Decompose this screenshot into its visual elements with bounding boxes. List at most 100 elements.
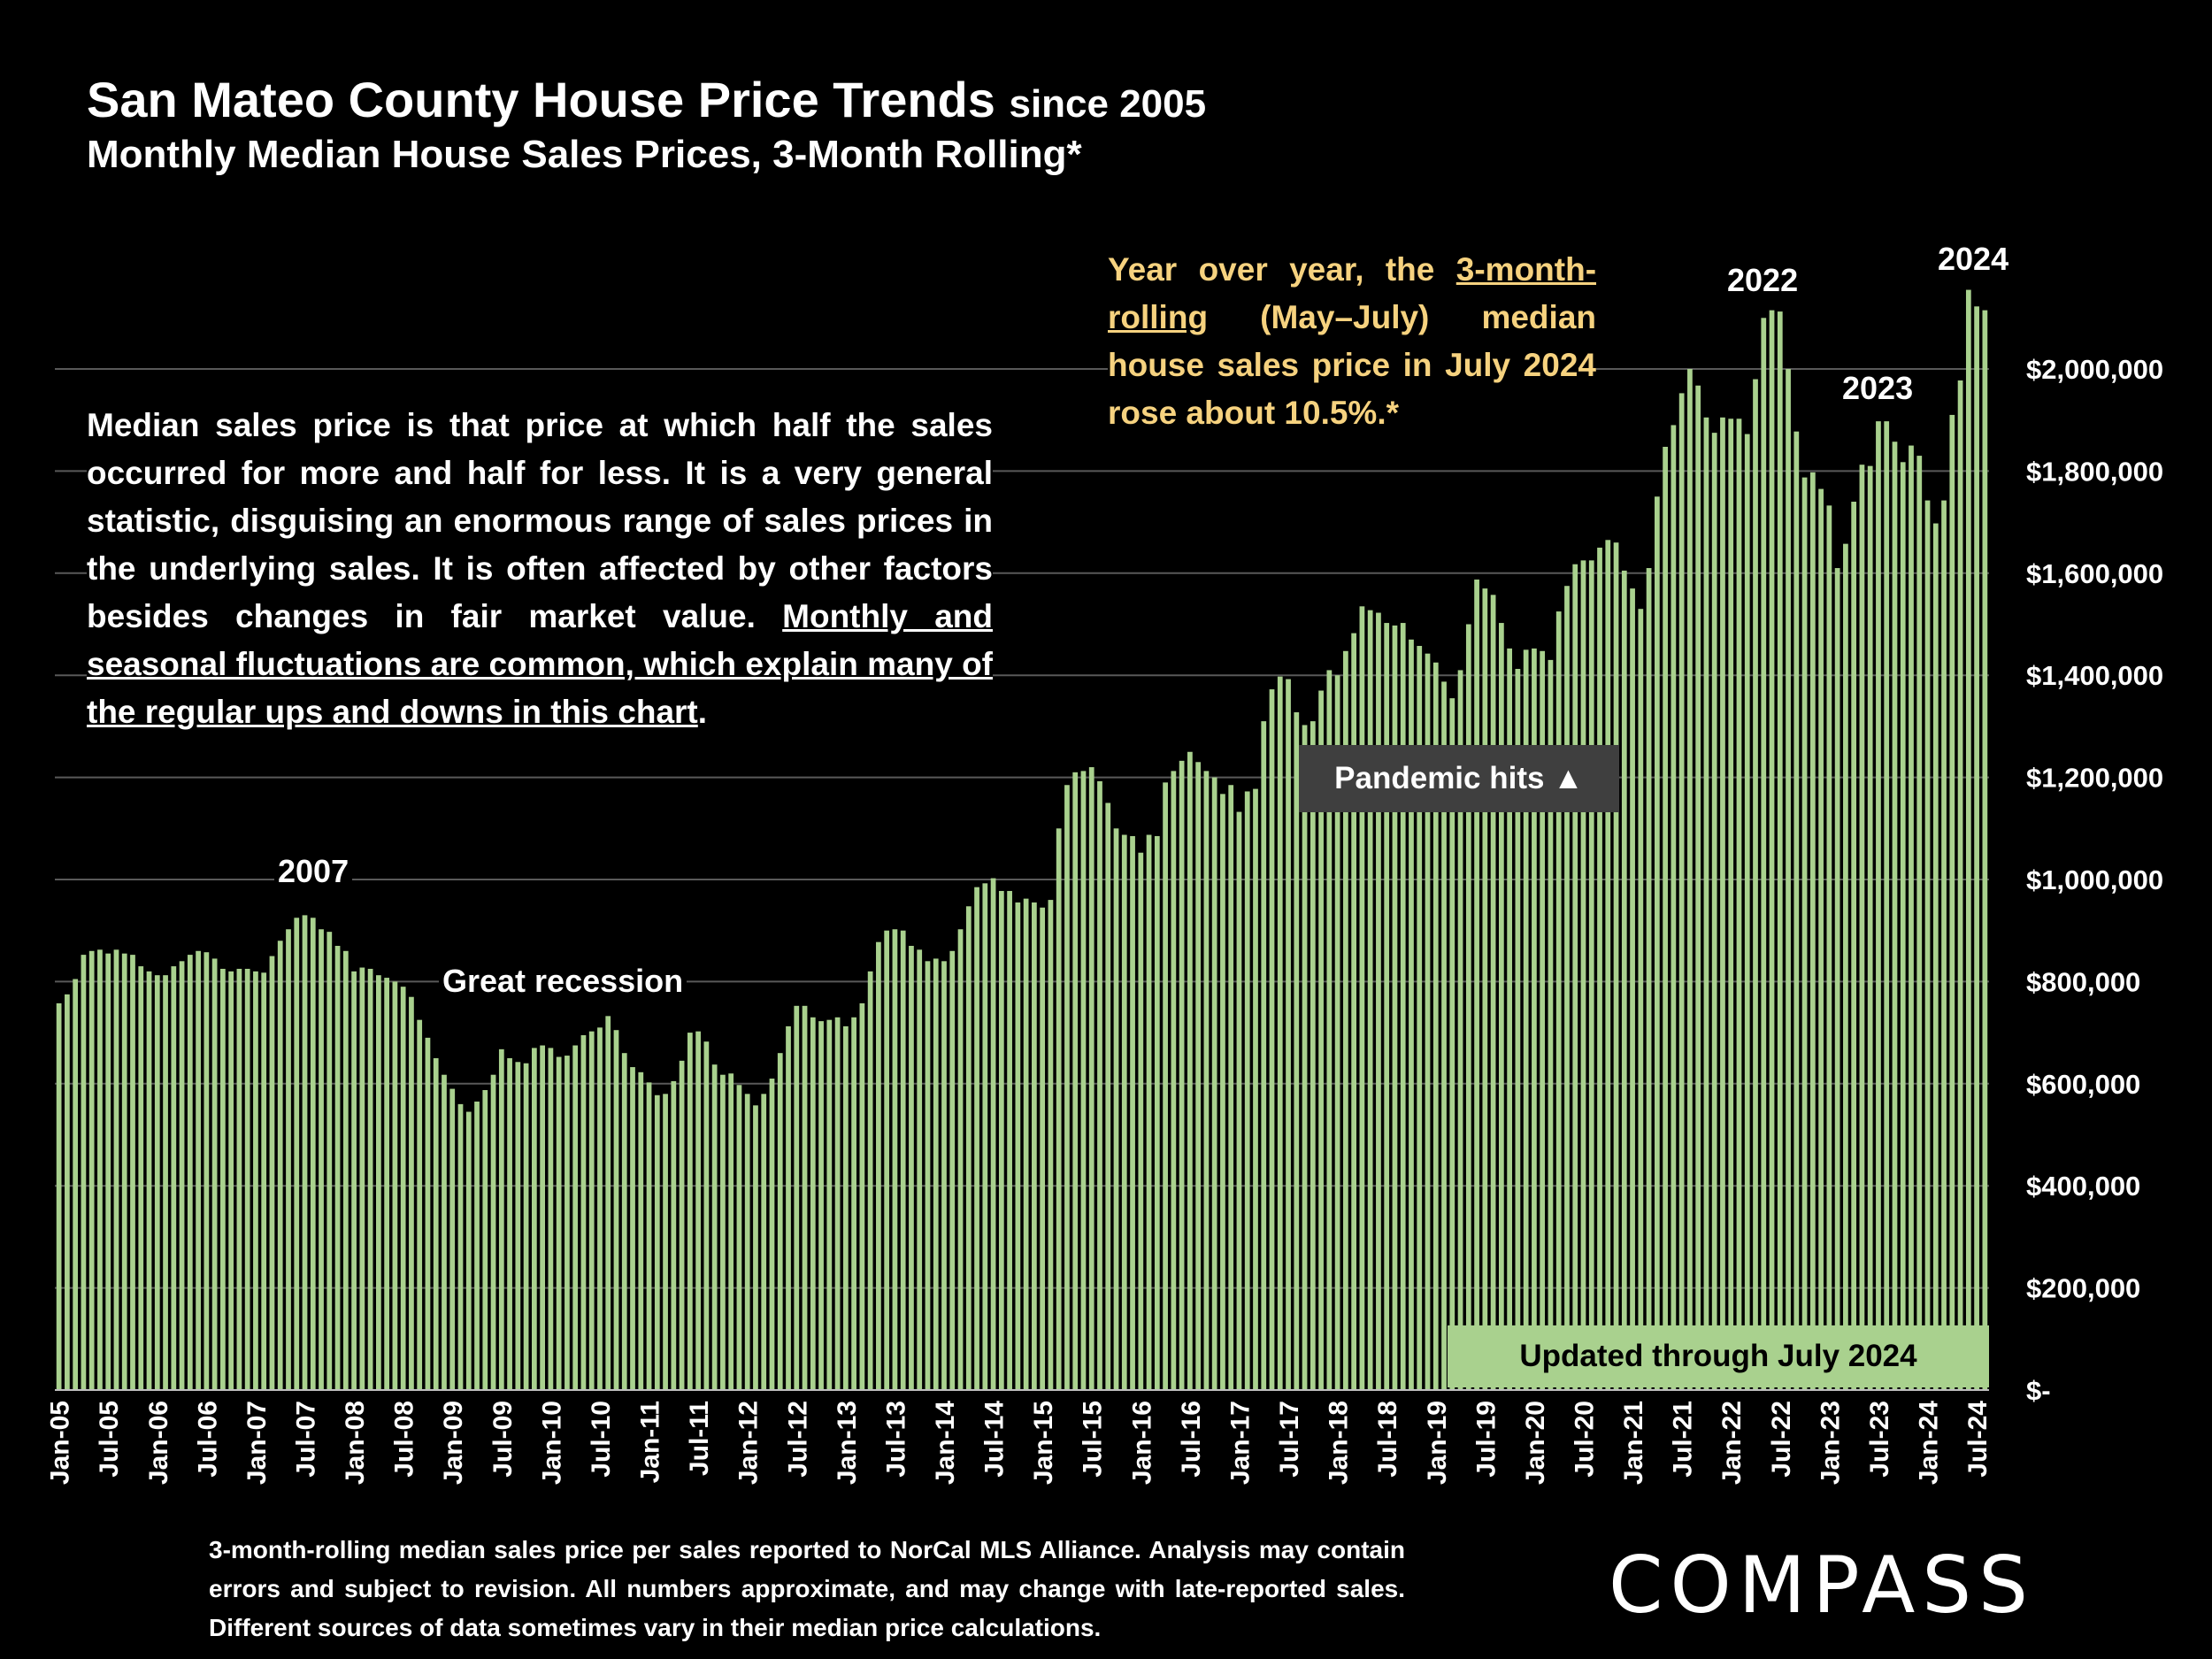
- bar: [392, 981, 398, 1390]
- bar: [400, 987, 406, 1390]
- bar: [695, 1031, 701, 1390]
- x-tick-label: Jul-05: [95, 1401, 124, 1478]
- bar: [342, 950, 349, 1390]
- bar: [1326, 670, 1333, 1390]
- y-tick-label: $200,000: [2026, 1273, 2140, 1304]
- bar: [900, 930, 906, 1390]
- x-tick-label: Jan-18: [1325, 1401, 1354, 1485]
- bar: [1711, 433, 1717, 1391]
- bar: [1040, 907, 1046, 1390]
- bar: [359, 967, 365, 1390]
- bar: [515, 1062, 521, 1390]
- bar: [457, 1103, 464, 1390]
- y-tick-label: $1,800,000: [2026, 456, 2163, 487]
- bar: [1121, 834, 1127, 1390]
- bar: [1351, 633, 1357, 1390]
- bar: [1728, 419, 1734, 1390]
- updated-through-badge: Updated through July 2024: [1448, 1325, 1989, 1387]
- y-tick-label: $600,000: [2026, 1069, 2140, 1100]
- label-2024: 2024: [1934, 241, 2013, 278]
- bar: [88, 950, 95, 1390]
- bar: [1441, 681, 1447, 1390]
- bar: [1376, 612, 1381, 1390]
- bar: [859, 1002, 865, 1390]
- bar: [982, 883, 988, 1390]
- bar: [949, 950, 956, 1390]
- bar: [1884, 421, 1890, 1390]
- bar: [507, 1057, 512, 1390]
- bar: [1064, 785, 1070, 1390]
- x-tick-label: Jan-08: [341, 1401, 370, 1485]
- bar: [261, 972, 267, 1390]
- bar: [1080, 771, 1087, 1390]
- bar: [1163, 782, 1168, 1390]
- bar: [1507, 648, 1512, 1390]
- x-tick-label: Jan-12: [734, 1401, 764, 1485]
- bar: [1203, 771, 1210, 1390]
- bar: [826, 1019, 833, 1390]
- y-tick-label: $1,000,000: [2026, 864, 2163, 895]
- compass-logo: COMPASS: [1609, 1540, 2035, 1631]
- bar: [777, 1053, 783, 1390]
- x-tick-label: Jan-23: [1816, 1401, 1845, 1485]
- median-explanation-note: Median sales price is that price at whic…: [87, 402, 993, 736]
- bar: [1457, 670, 1463, 1390]
- bar: [228, 971, 234, 1390]
- bar: [1269, 689, 1275, 1390]
- bar: [1818, 488, 1824, 1390]
- bar: [474, 1101, 480, 1390]
- bar: [917, 949, 923, 1390]
- bar: [1088, 767, 1094, 1390]
- bar: [671, 1080, 677, 1390]
- bar: [204, 952, 210, 1390]
- x-tick-label: Jul-24: [1963, 1401, 1993, 1478]
- x-tick-label: Jul-16: [1177, 1401, 1206, 1478]
- bar: [236, 968, 242, 1390]
- bar: [1597, 547, 1602, 1390]
- chart-title: San Mateo County House Price Trends sinc…: [87, 71, 1206, 128]
- bar: [794, 1005, 800, 1390]
- bar: [842, 1025, 849, 1390]
- bar: [269, 956, 275, 1390]
- bar: [1548, 659, 1554, 1390]
- bar: [1916, 456, 1923, 1390]
- bar: [892, 929, 898, 1390]
- title-main: San Mateo County House Price Trends: [87, 72, 995, 127]
- bar: [1892, 442, 1898, 1391]
- bar: [1900, 462, 1906, 1390]
- x-tick-label: Jul-07: [292, 1401, 321, 1478]
- x-tick-label: Jul-06: [193, 1401, 222, 1478]
- bar: [442, 1074, 447, 1390]
- bar: [1687, 369, 1693, 1390]
- bar: [376, 975, 381, 1390]
- bar: [113, 949, 119, 1390]
- y-tick-label: $400,000: [2026, 1171, 2140, 1202]
- x-tick-label: Jul-09: [488, 1401, 518, 1478]
- bar: [941, 961, 947, 1390]
- bar: [1310, 721, 1316, 1390]
- bar: [1876, 421, 1881, 1390]
- bar: [909, 946, 914, 1390]
- bar: [1974, 306, 1979, 1390]
- bar: [244, 968, 250, 1390]
- bar: [1671, 425, 1677, 1391]
- x-tick-label: Jul-14: [980, 1401, 1010, 1478]
- x-tick-label: Jul-15: [1079, 1401, 1108, 1478]
- bar: [163, 975, 168, 1390]
- bar: [154, 975, 160, 1390]
- bar: [286, 929, 291, 1390]
- bar: [728, 1073, 734, 1390]
- bar: [548, 1048, 554, 1390]
- bar: [998, 890, 1004, 1390]
- bar: [73, 979, 79, 1390]
- bar: [744, 1094, 750, 1390]
- bar: [1580, 560, 1586, 1390]
- x-tick-label: Jul-08: [390, 1401, 419, 1478]
- bar: [1187, 751, 1193, 1390]
- bar: [1432, 662, 1439, 1390]
- x-tick-label: Jan-16: [1127, 1401, 1156, 1485]
- y-tick-label: $1,600,000: [2026, 558, 2163, 589]
- bar: [1613, 542, 1619, 1390]
- bar: [105, 953, 111, 1390]
- bar: [1138, 852, 1144, 1390]
